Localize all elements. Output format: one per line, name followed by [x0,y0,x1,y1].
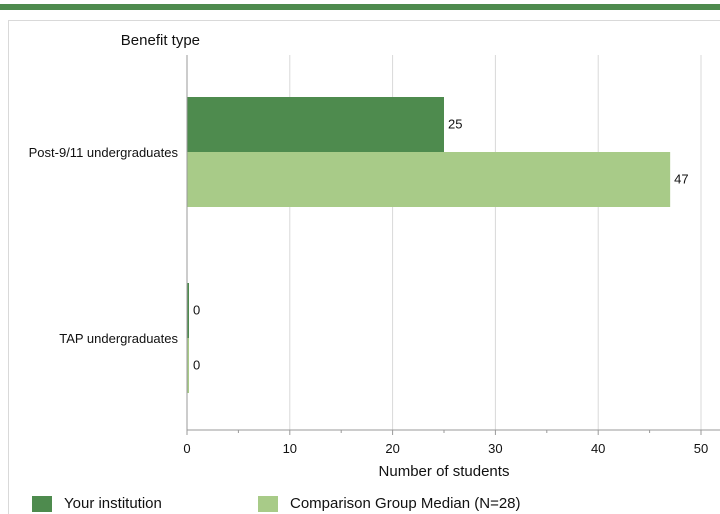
legend-label: Your institution [64,495,162,512]
legend-swatch-series2 [258,495,278,512]
bar-chart: 25 47 0 0 0 10 20 30 40 50 Post-9/11 undergradua… [29,32,720,480]
x-tick-label: 10 [283,441,297,456]
bar [187,152,671,207]
legend-label: Comparison Group Median (N=28) [290,495,521,512]
bar [187,338,189,393]
x-axis-title: Number of students [379,463,510,480]
y-axis-title: Benefit type [121,32,200,49]
bars [187,97,671,393]
top-rule [0,4,720,10]
data-label: 0 [193,358,200,373]
data-label: 47 [674,172,688,187]
data-label: 0 [193,303,200,318]
x-axis: 0 10 20 30 40 50 [183,55,720,456]
x-tick-label: 30 [488,441,502,456]
bar [187,97,444,152]
x-tick-label: 50 [694,441,708,456]
data-labels: 25 47 0 0 [193,117,689,373]
legend-item-comparison-group: Comparison Group Median (N=28) [258,495,521,512]
category-labels: Post-9/11 undergraduates TAP undergraduat… [29,145,179,346]
bar [187,283,189,338]
data-label: 25 [448,117,462,132]
legend-item-your-institution: Your institution [32,495,162,512]
x-tick-label: 20 [385,441,399,456]
category-label: TAP undergraduates [59,331,178,346]
x-tick-label: 0 [183,441,190,456]
chart-frame [8,20,720,514]
legend-swatch-series1 [32,495,52,512]
category-label: Post-9/11 undergraduates [29,145,179,160]
legend: Your institution Comparison Group Median… [0,492,720,514]
x-tick-label: 40 [591,441,605,456]
